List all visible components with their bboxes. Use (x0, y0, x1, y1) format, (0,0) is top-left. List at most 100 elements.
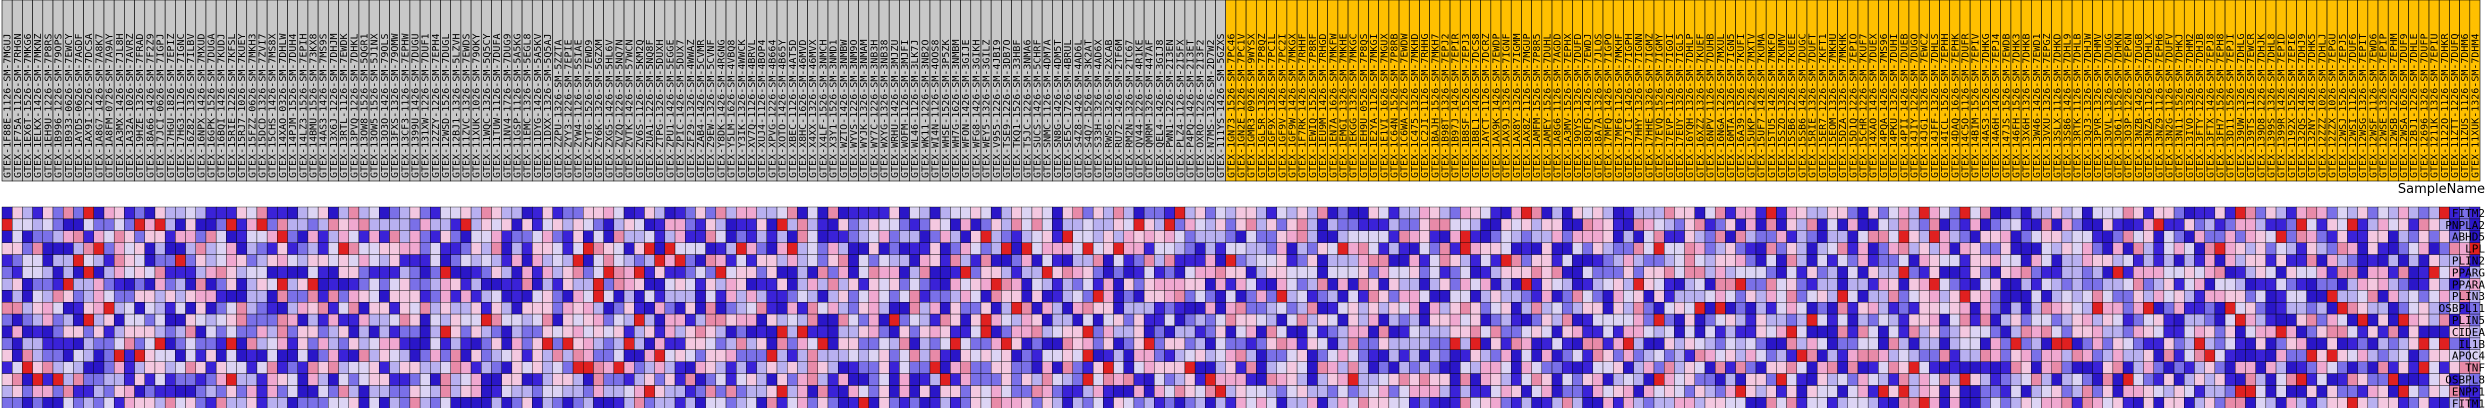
heatmap-cell (990, 278, 1002, 291)
heatmap-cell (787, 254, 798, 267)
heatmap-cell (603, 302, 615, 315)
heatmap-cell (787, 361, 798, 374)
heatmap-cell (960, 206, 971, 220)
heatmap-cell (195, 290, 207, 303)
heatmap-cell (807, 254, 819, 267)
heatmap-cell (736, 385, 747, 398)
heatmap-cell (2153, 349, 2165, 362)
heatmap-cell (1276, 361, 1288, 374)
heatmap-cell (1225, 385, 1237, 398)
heatmap-cell (1256, 397, 1267, 408)
heatmap-cell (2173, 302, 2185, 315)
heatmap-cell (2071, 242, 2083, 255)
heatmap-cell (328, 230, 339, 243)
heatmap-cell (2133, 337, 2144, 350)
heatmap-cell (644, 266, 655, 279)
heatmap-cell (919, 313, 931, 327)
heatmap-cell (1725, 373, 1736, 386)
heatmap-cell (1867, 218, 1879, 231)
heatmap-cell (297, 290, 309, 303)
heatmap-cell (460, 397, 472, 408)
heatmap-cell (1918, 373, 1930, 386)
heatmap-cell (715, 349, 727, 362)
heatmap-cell (1164, 313, 1175, 327)
heatmap-cell (1898, 230, 1910, 243)
heatmap-cell (1878, 254, 1889, 267)
column-label: GTEX-WYJK-1326-SM-3NMAM (859, 40, 870, 178)
heatmap-cell (1103, 337, 1114, 350)
heatmap-cell (695, 325, 706, 339)
heatmap-cell (52, 218, 64, 231)
heatmap-cell (848, 373, 859, 386)
heatmap-cell (348, 325, 360, 339)
heatmap-cell (2143, 278, 2154, 291)
heatmap-cell (797, 385, 808, 398)
heatmap-cell (2010, 242, 2022, 255)
heatmap-cell (1460, 242, 1471, 255)
heatmap-cell (1235, 397, 1247, 408)
heatmap-cell (695, 361, 706, 374)
heatmap-cell (42, 266, 54, 279)
heatmap-cell (1704, 266, 1716, 279)
heatmap-cell (1684, 397, 1695, 408)
heatmap-cell (980, 278, 992, 291)
heatmap-cell (1674, 242, 1685, 255)
heatmap-cell (1572, 349, 1583, 362)
heatmap-cell (623, 290, 635, 303)
heatmap-cell (511, 206, 523, 220)
heatmap-cell (1572, 373, 1583, 386)
heatmap-cell (1398, 230, 1410, 243)
heatmap-cell (1266, 397, 1277, 408)
heatmap-cell (899, 349, 910, 362)
heatmap-cell (2071, 290, 2083, 303)
heatmap-cell (2122, 278, 2134, 291)
heatmap-cell (899, 397, 910, 408)
heatmap-cell (409, 290, 421, 303)
heatmap-cell (2306, 242, 2318, 255)
heatmap-cell (837, 278, 849, 291)
heatmap-cell (939, 230, 951, 243)
heatmap-cell (532, 230, 543, 243)
heatmap-cell (1113, 337, 1124, 350)
heatmap-cell (1939, 325, 1950, 339)
column-label: GTEX-1122O-1126-SM-7DHKR (2440, 33, 2451, 178)
heatmap-cell (195, 349, 207, 362)
heatmap-cell (236, 242, 247, 255)
heatmap-cell (1623, 349, 1634, 362)
heatmap-cell (1266, 325, 1277, 339)
heatmap-cell (2122, 290, 2134, 303)
heatmap-cell (419, 397, 431, 408)
heatmap-cell (154, 397, 166, 408)
heatmap-cell (1653, 290, 1665, 303)
column-label: GTEX-139UW-1326-SM-7DHLG (2236, 34, 2247, 179)
heatmap-cell (1633, 230, 1645, 243)
heatmap-cell (685, 349, 696, 362)
heatmap-cell (1714, 230, 1726, 243)
heatmap-cell (2296, 218, 2307, 231)
heatmap-cell (1776, 397, 1787, 408)
heatmap-cell (2418, 349, 2430, 362)
heatmap-cell (705, 373, 717, 386)
row-label-osbpl8: OSBPL8 (2445, 374, 2485, 387)
heatmap-cell (338, 337, 349, 350)
heatmap-cell (2439, 242, 2450, 255)
heatmap-cell (1653, 254, 1665, 267)
heatmap-cell (1939, 385, 1950, 398)
heatmap-cell (277, 206, 288, 220)
heatmap-cell (1480, 290, 1492, 303)
heatmap-cell (1052, 218, 1063, 231)
heatmap-cell (685, 278, 696, 291)
heatmap-cell (1123, 302, 1135, 315)
column-label: GTEX-1211K-1326-SM-7EPIU (2430, 34, 2441, 179)
heatmap-cell (2010, 313, 2022, 327)
heatmap-cell (2020, 278, 2032, 291)
heatmap-cell (1388, 278, 1400, 291)
heatmap-cell (1827, 206, 1838, 220)
heatmap-cell (1398, 254, 1410, 267)
column-label: GTEX-ZVZQ-1226-SM-5NQ7N (614, 40, 625, 178)
heatmap-cell (583, 373, 594, 386)
heatmap-cell (307, 349, 319, 362)
heatmap-cell (1929, 230, 1940, 243)
heatmap-cell (2398, 361, 2409, 374)
heatmap-cell (2255, 218, 2267, 231)
